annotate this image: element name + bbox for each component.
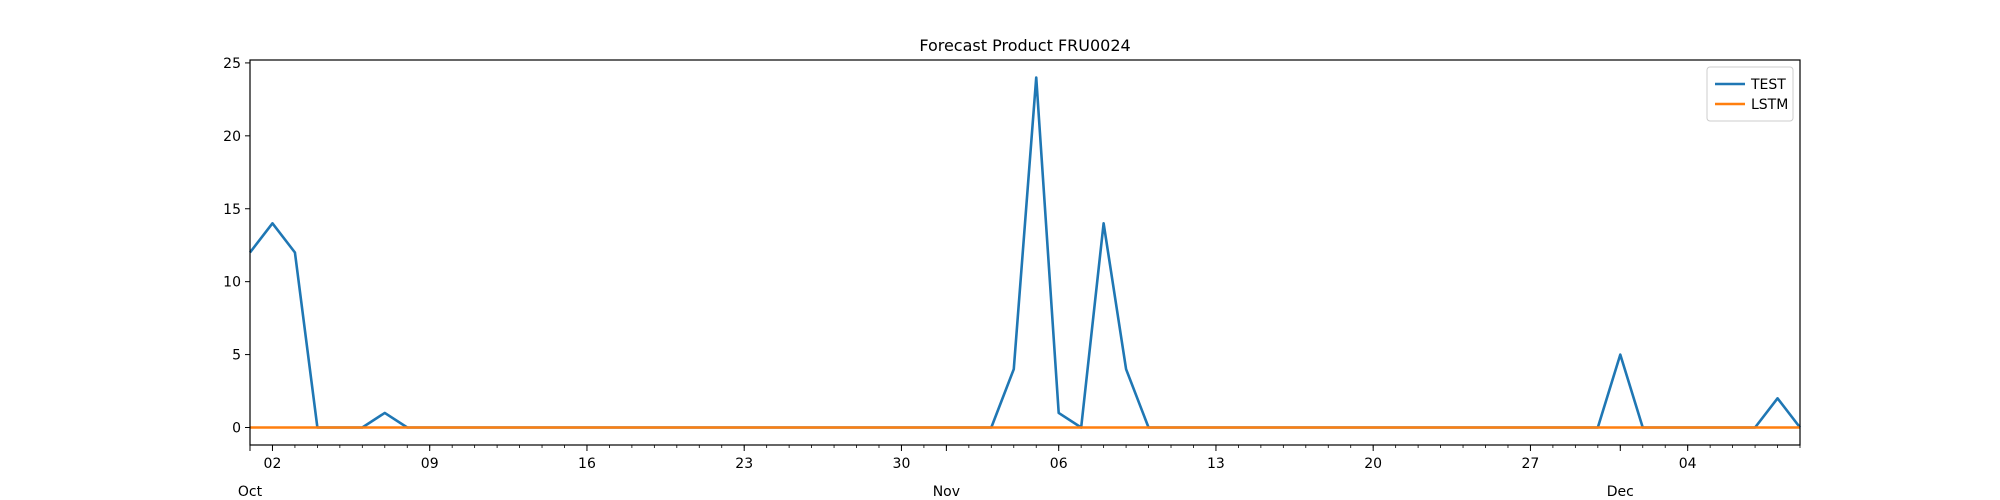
x-tick-label: 23 [735, 456, 753, 472]
x-tick-label: 20 [1364, 456, 1382, 472]
x-tick-label: 09 [421, 456, 439, 472]
x-tick-label: 27 [1522, 456, 1540, 472]
y-axis: 0 5 10 15 20 25 [223, 56, 250, 437]
y-tick-label: 20 [223, 129, 241, 145]
plot-area [248, 76, 1802, 429]
axes-frame [249, 59, 1801, 446]
x-tick-label: 04 [1679, 456, 1697, 472]
x-tick-label: 30 [893, 456, 911, 472]
x-month-label: Oct [238, 484, 263, 500]
x-month-label: Dec [1607, 484, 1634, 500]
x-axis: 02 09 16 23 30 06 13 20 27 04 Oct Nov Dec [238, 445, 1801, 500]
legend: TEST LSTM [1706, 66, 1794, 122]
legend-label-lstm: LSTM [1751, 97, 1788, 113]
y-tick-label: 5 [232, 348, 241, 364]
y-tick-label: 25 [223, 56, 241, 72]
legend-label-test: TEST [1750, 77, 1786, 93]
x-tick-label: 02 [264, 456, 282, 472]
chart-title: Forecast Product FRU0024 [919, 36, 1130, 55]
x-tick-label: 16 [578, 456, 596, 472]
y-tick-label: 10 [223, 275, 241, 291]
y-tick-label: 0 [232, 421, 241, 437]
y-tick-label: 15 [223, 202, 241, 218]
x-tick-label: 06 [1050, 456, 1068, 472]
legend-box [1706, 66, 1794, 122]
x-tick-label: 13 [1207, 456, 1225, 472]
x-month-label: Nov [933, 484, 960, 500]
